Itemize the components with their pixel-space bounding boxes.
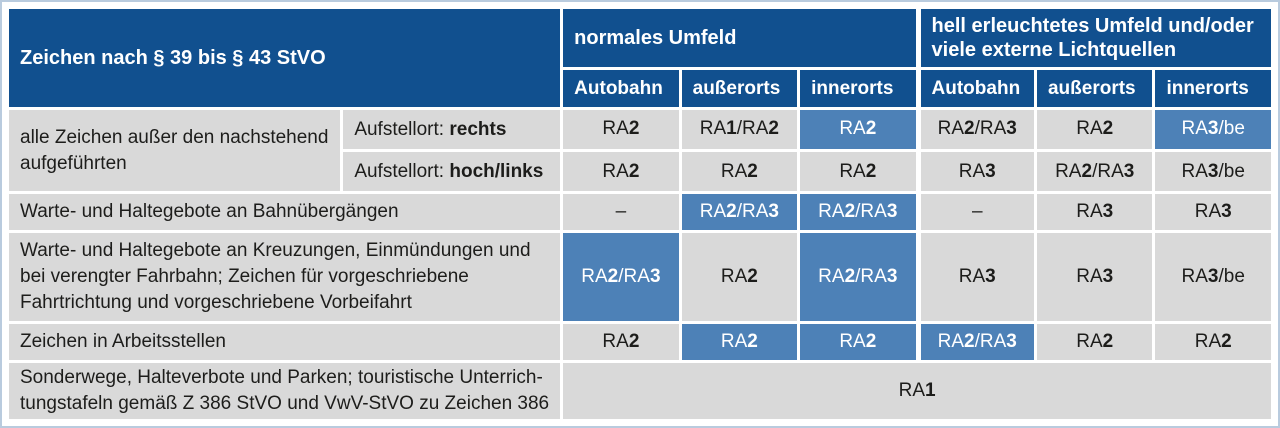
ra-cell: RA2/RA3 [681, 194, 798, 230]
column-header-autobahn-1: Autobahn [563, 70, 679, 107]
group-header-normal-umfeld: normales Umfeld [563, 9, 916, 68]
ra-cell: RA3/be [1155, 232, 1271, 322]
column-header-autobahn-2: Autobahn [918, 70, 1034, 107]
table-row: Aufstellort: hoch/links RA2 RA2 RA2 RA3 … [9, 152, 1271, 192]
row-label-sonderwege: Sonderwege, Halteverbote und Parken; tou… [9, 362, 561, 419]
ra-cell: RA2/RA3 [918, 109, 1034, 149]
row-sublabel-rechts: Aufstellort: rechts [343, 109, 561, 149]
ra-cell: RA1/RA2 [681, 109, 798, 149]
ra-cell: RA2 [681, 232, 798, 322]
group-header-hell-erleuchtet: hell erleuchtetes Umfeld und/oder viele … [918, 9, 1271, 68]
table-row: alle Zeichen außer den nachstehend aufge… [9, 109, 1271, 192]
row-label-kreuzungen: Warte- und Haltegebote an Kreuzungen, Ei… [9, 232, 561, 322]
ra-cell: – [918, 194, 1034, 230]
table-row: Zeichen in Arbeitsstellen RA2 RA2 RA2 RA… [9, 324, 1271, 360]
ra-cell: RA2 [563, 324, 679, 360]
stvo-reflection-class-table: Zeichen nach § 39 bis § 43 StVO normales… [6, 6, 1274, 422]
aufstellort-prefix: Aufstellort: [354, 118, 450, 140]
ra-cell: RA3 [1036, 232, 1153, 322]
column-header-innerorts-2: innerorts [1155, 70, 1271, 107]
ra-cell: RA2 [800, 109, 916, 149]
table-row: Warte- und Haltegebote an Bahnübergängen… [9, 194, 1271, 230]
ra-cell: RA2 [800, 152, 916, 192]
row-sublabel-hoch-links: Aufstellort: hoch/links [343, 152, 561, 192]
ra-cell: RA2 [800, 324, 916, 360]
column-header-innerorts-1: innerorts [800, 70, 916, 107]
ra-cell: RA3 [1036, 194, 1153, 230]
ra-cell: RA3/be [1155, 109, 1271, 149]
ra-cell: RA3 [918, 152, 1034, 192]
ra-cell: RA2 [681, 324, 798, 360]
ra-cell: RA2 [1036, 109, 1153, 149]
ra-cell: RA2 [681, 152, 798, 192]
ra-cell: RA2 [563, 152, 679, 192]
table-row: Sonderwege, Halteverbote und Parken; tou… [9, 362, 1271, 419]
ra-cell: RA2/RA3 [1036, 152, 1153, 192]
ra-cell: RA2 [563, 109, 679, 149]
row-label-arbeitsstellen: Zeichen in Arbeitsstellen [9, 324, 561, 360]
ra-cell: RA2/RA3 [563, 232, 679, 322]
ra-cell: RA3/be [1155, 152, 1271, 192]
row-label-bahnuebergaenge: Warte- und Haltegebote an Bahnübergängen [9, 194, 561, 230]
aufstellort-prefix: Aufstellort: [354, 160, 450, 182]
ra-cell: RA2/RA3 [918, 324, 1034, 360]
table-title: Zeichen nach § 39 bis § 43 StVO [9, 9, 561, 107]
ra-cell: RA2/RA3 [800, 194, 916, 230]
row-label-alle-zeichen: alle Zeichen außer den nachstehend aufge… [9, 109, 341, 192]
ra-cell-span: RA1 [563, 362, 1271, 419]
column-header-ausserorts-1: außerorts [681, 70, 798, 107]
column-header-ausserorts-2: außerorts [1036, 70, 1153, 107]
ra-cell: RA2 [1155, 324, 1271, 360]
aufstellort-value: hoch/links [449, 160, 544, 182]
aufstellort-value: rechts [449, 118, 507, 140]
table-row: Warte- und Haltegebote an Kreuzungen, Ei… [9, 232, 1271, 322]
ra-cell: RA2 [1036, 324, 1153, 360]
ra-cell: – [563, 194, 679, 230]
ra-cell: RA3 [1155, 194, 1271, 230]
ra-cell: RA2/RA3 [800, 232, 916, 322]
ra-cell: RA3 [918, 232, 1034, 322]
